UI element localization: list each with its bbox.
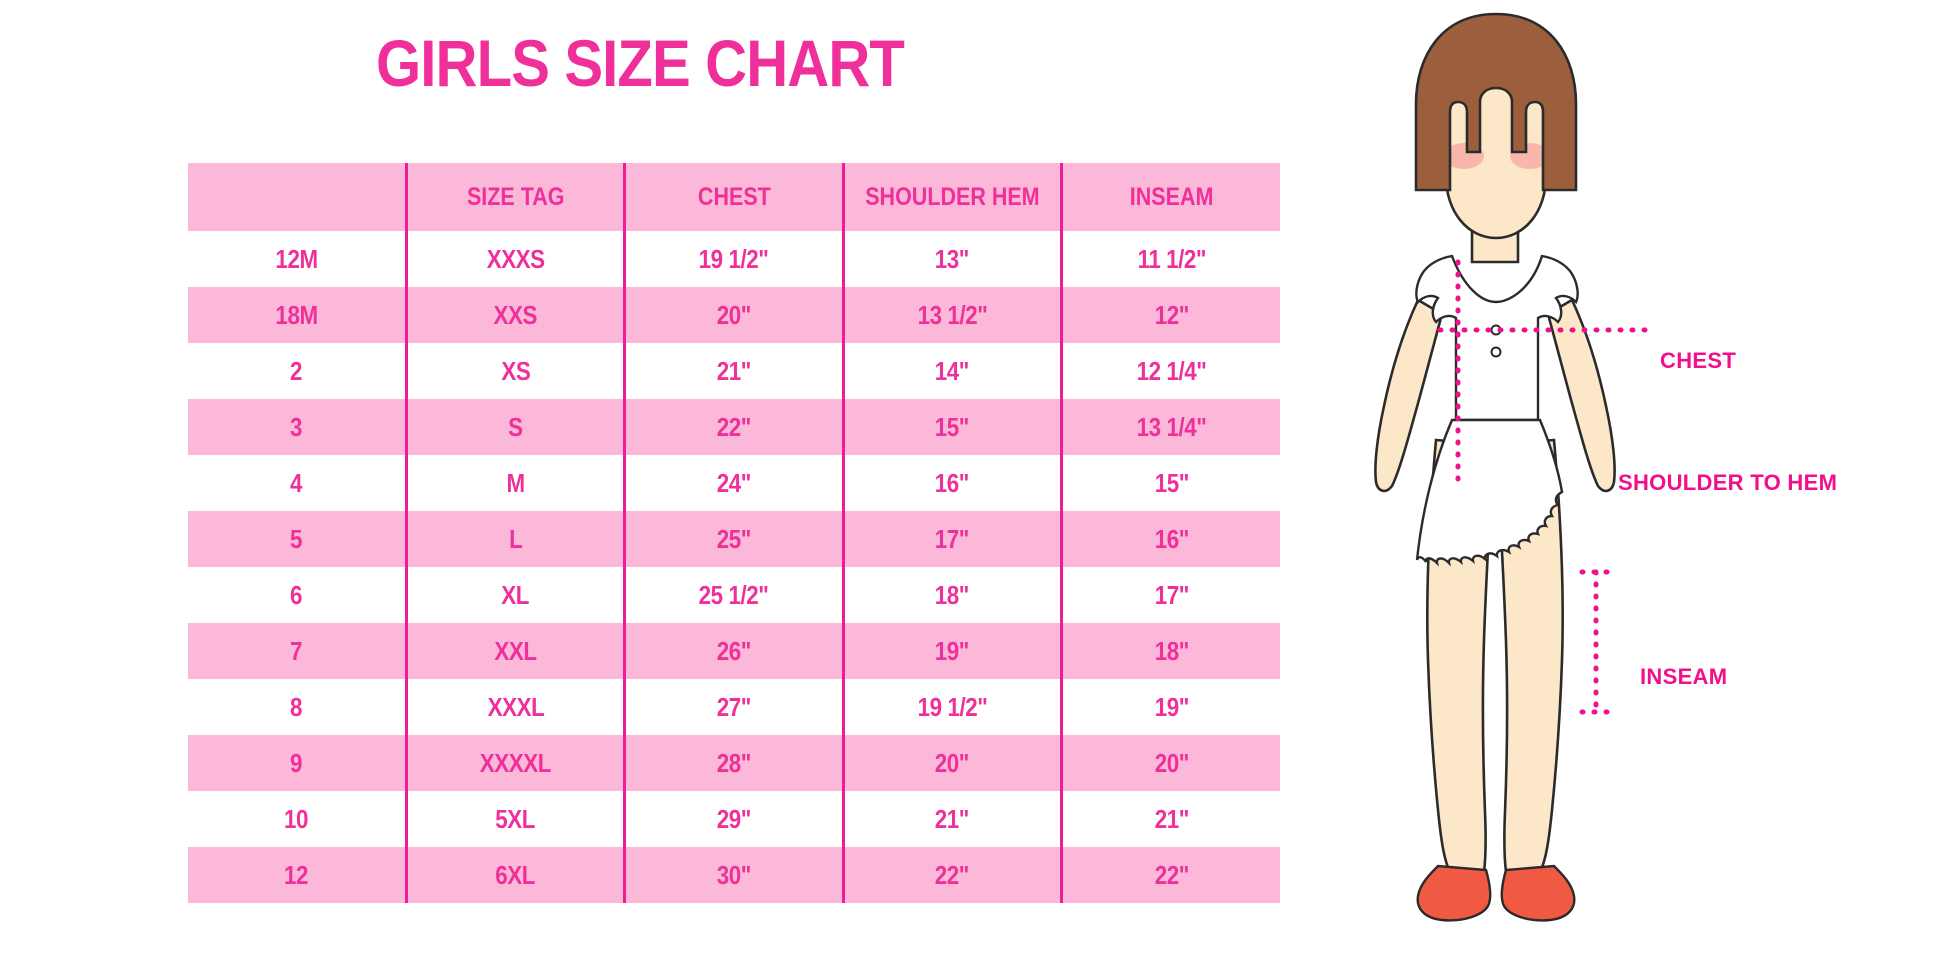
cell-size-tag: XL bbox=[404, 567, 625, 623]
column-header-chest: CHEST bbox=[623, 163, 844, 231]
annotation-shoulder-to-hem: SHOULDER TO HEM bbox=[1618, 470, 1838, 495]
cell-inseam: 21" bbox=[1060, 791, 1280, 847]
cell-size-tag: XXS bbox=[404, 287, 625, 343]
cell-chest: 19 1/2" bbox=[623, 231, 844, 287]
table-row: 18M XXS 20" 13 1/2" 12" bbox=[188, 287, 1280, 343]
cell-size: 12 bbox=[188, 847, 407, 903]
cell-inseam: 19" bbox=[1060, 679, 1280, 735]
cell-size: 18M bbox=[188, 287, 407, 343]
cell-size: 10 bbox=[188, 791, 407, 847]
cell-shoulder-hem: 20" bbox=[841, 735, 1062, 791]
cell-size: 7 bbox=[188, 623, 407, 679]
table-row: 12 6XL 30" 22" 22" bbox=[188, 847, 1280, 903]
girl-figure-icon bbox=[1374, 12, 1655, 922]
cell-size: 8 bbox=[188, 679, 407, 735]
table-row: 7 XXL 26" 19" 18" bbox=[188, 623, 1280, 679]
cell-shoulder-hem: 19 1/2" bbox=[841, 679, 1062, 735]
cell-inseam: 20" bbox=[1060, 735, 1280, 791]
button-bottom bbox=[1490, 346, 1502, 358]
cell-inseam: 11 1/2" bbox=[1060, 231, 1280, 287]
illustration-panel: CHEST SHOULDER TO HEM INSEAM bbox=[1300, 0, 1946, 973]
cell-inseam: 12" bbox=[1060, 287, 1280, 343]
cell-shoulder-hem: 14" bbox=[841, 343, 1062, 399]
cell-shoulder-hem: 13" bbox=[841, 231, 1062, 287]
cell-chest: 27" bbox=[623, 679, 844, 735]
annotation-inseam: INSEAM bbox=[1640, 664, 1728, 689]
table-header-row: SIZE TAG CHEST SHOULDER HEM INSEAM bbox=[188, 163, 1280, 231]
column-header-inseam: INSEAM bbox=[1060, 163, 1280, 231]
cell-size-tag: L bbox=[404, 511, 625, 567]
cell-chest: 22" bbox=[623, 399, 844, 455]
column-header-size bbox=[188, 163, 407, 231]
cell-shoulder-hem: 19" bbox=[841, 623, 1062, 679]
cell-inseam: 12 1/4" bbox=[1060, 343, 1280, 399]
table-body: 12M XXXS 19 1/2" 13" 11 1/2" 18M XXS 20"… bbox=[188, 231, 1280, 903]
cell-size-tag: XS bbox=[404, 343, 625, 399]
cell-chest: 28" bbox=[623, 735, 844, 791]
table-row: 3 S 22" 15" 13 1/4" bbox=[188, 399, 1280, 455]
cell-inseam: 18" bbox=[1060, 623, 1280, 679]
cell-size-tag: XXL bbox=[404, 623, 625, 679]
cell-inseam: 13 1/4" bbox=[1060, 399, 1280, 455]
cell-chest: 21" bbox=[623, 343, 844, 399]
measurement-ticks bbox=[1579, 569, 1621, 715]
table-row: 4 M 24" 16" 15" bbox=[188, 455, 1280, 511]
column-header-shoulder-hem: SHOULDER HEM bbox=[841, 163, 1062, 231]
measurement-lines bbox=[1437, 259, 1655, 715]
table-row: 5 L 25" 17" 16" bbox=[188, 511, 1280, 567]
cell-inseam: 15" bbox=[1060, 455, 1280, 511]
cell-inseam: 16" bbox=[1060, 511, 1280, 567]
cell-shoulder-hem: 21" bbox=[841, 791, 1062, 847]
figure-skirt bbox=[1415, 418, 1564, 567]
table-row: 8 XXXL 27" 19 1/2" 19" bbox=[188, 679, 1280, 735]
cell-size: 12M bbox=[188, 231, 407, 287]
figure-arms bbox=[1374, 298, 1616, 493]
cell-chest: 25 1/2" bbox=[623, 567, 844, 623]
cell-chest: 20" bbox=[623, 287, 844, 343]
cell-shoulder-hem: 15" bbox=[841, 399, 1062, 455]
cell-size-tag: S bbox=[404, 399, 625, 455]
table-row: 6 XL 25 1/2" 18" 17" bbox=[188, 567, 1280, 623]
cell-size-tag: 6XL bbox=[404, 847, 625, 903]
figure-shoes bbox=[1416, 864, 1576, 922]
table-panel: GIRLS SIZE CHART SIZE TAG CHEST SHOULDER… bbox=[188, 26, 1280, 903]
cell-chest: 24" bbox=[623, 455, 844, 511]
column-header-size-tag: SIZE TAG bbox=[404, 163, 625, 231]
cell-shoulder-hem: 17" bbox=[841, 511, 1062, 567]
figure-hair bbox=[1414, 12, 1578, 192]
page-title: GIRLS SIZE CHART bbox=[375, 26, 905, 100]
cell-size: 6 bbox=[188, 567, 407, 623]
cell-chest: 30" bbox=[623, 847, 844, 903]
cell-shoulder-hem: 18" bbox=[841, 567, 1062, 623]
cell-chest: 29" bbox=[623, 791, 844, 847]
cell-size: 9 bbox=[188, 735, 407, 791]
annotation-chest: CHEST bbox=[1660, 348, 1737, 373]
table-header: SIZE TAG CHEST SHOULDER HEM INSEAM bbox=[188, 163, 1280, 231]
cell-inseam: 17" bbox=[1060, 567, 1280, 623]
cell-size: 3 bbox=[188, 399, 407, 455]
size-chart-table: SIZE TAG CHEST SHOULDER HEM INSEAM 12M X… bbox=[188, 163, 1280, 903]
cell-shoulder-hem: 13 1/2" bbox=[841, 287, 1062, 343]
cell-size-tag: XXXL bbox=[404, 679, 625, 735]
table-row: 10 5XL 29" 21" 21" bbox=[188, 791, 1280, 847]
cell-size: 2 bbox=[188, 343, 407, 399]
table-row: 9 XXXXL 28" 20" 20" bbox=[188, 735, 1280, 791]
cell-size-tag: M bbox=[404, 455, 625, 511]
cell-size: 4 bbox=[188, 455, 407, 511]
cell-size: 5 bbox=[188, 511, 407, 567]
cell-shoulder-hem: 22" bbox=[841, 847, 1062, 903]
cell-size-tag: XXXXL bbox=[404, 735, 625, 791]
table-row: 2 XS 21" 14" 12 1/4" bbox=[188, 343, 1280, 399]
cell-size-tag: 5XL bbox=[404, 791, 625, 847]
table-row: 12M XXXS 19 1/2" 13" 11 1/2" bbox=[188, 231, 1280, 287]
cell-chest: 26" bbox=[623, 623, 844, 679]
cell-shoulder-hem: 16" bbox=[841, 455, 1062, 511]
cell-size-tag: XXXS bbox=[404, 231, 625, 287]
cell-inseam: 22" bbox=[1060, 847, 1280, 903]
cell-chest: 25" bbox=[623, 511, 844, 567]
